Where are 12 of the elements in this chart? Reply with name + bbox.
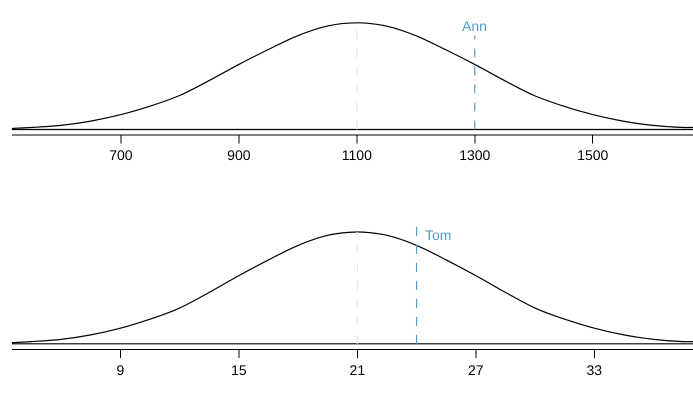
ref-line-label: Tom xyxy=(425,227,452,243)
x-tick-label: 21 xyxy=(350,362,366,378)
x-tick-label: 33 xyxy=(586,362,602,378)
x-tick-label: 15 xyxy=(231,362,247,378)
x-tick-label: 27 xyxy=(468,362,484,378)
x-tick-label: 9 xyxy=(116,362,124,378)
x-tick-label: 1100 xyxy=(342,147,372,164)
x-tick-label: 700 xyxy=(109,147,133,164)
ref-line-label: Ann xyxy=(462,18,487,34)
x-tick-label: 1500 xyxy=(577,147,609,164)
x-tick-label: 900 xyxy=(227,147,251,164)
x-tick-label: 1300 xyxy=(459,147,491,164)
